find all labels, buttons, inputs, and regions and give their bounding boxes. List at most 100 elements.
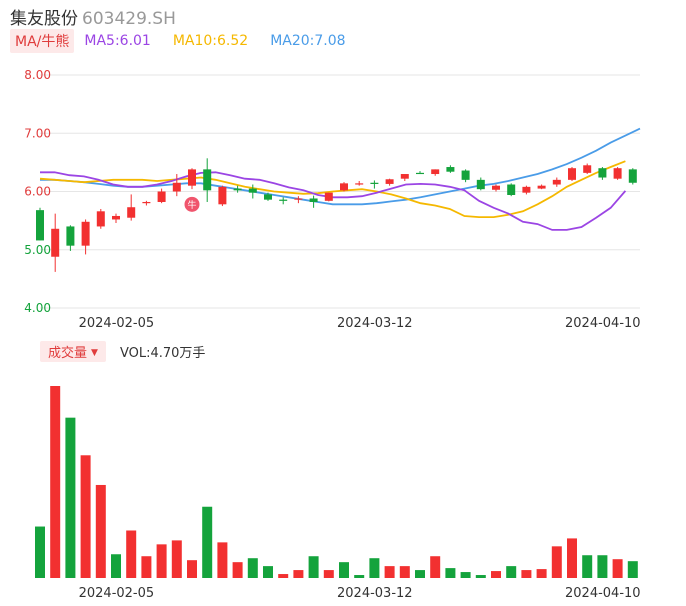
candle-body [188, 169, 196, 186]
volume-bar [232, 562, 243, 578]
x-tick-label: 2024-03-12 [337, 316, 413, 331]
x-tick-label: 2024-02-05 [79, 586, 155, 601]
x-tick-label: 2024-04-10 [565, 316, 641, 331]
candle [355, 181, 364, 186]
volume-bar [263, 566, 273, 578]
volume-bar [65, 417, 76, 578]
volume-bar [308, 556, 319, 578]
candle [476, 177, 485, 191]
x-tick-label: 2024-02-05 [79, 316, 155, 331]
candle-body [552, 179, 561, 185]
candle-body [537, 185, 546, 189]
volume-bar [551, 546, 562, 578]
x-tick-label: 2024-03-12 [337, 586, 413, 601]
volume-bar [111, 554, 121, 578]
candle-body [279, 199, 288, 201]
candle [172, 174, 181, 197]
price-chart[interactable]: 8.00 7.00 6.00 5.00 4.00 2024-02-05 2024-03-1… [0, 0, 686, 335]
candle-body [112, 215, 120, 220]
candle [385, 178, 394, 186]
candle [248, 184, 257, 199]
candle [264, 192, 272, 201]
candle-body [127, 207, 136, 218]
candle-body [96, 211, 105, 227]
candle [51, 213, 60, 272]
candle [340, 182, 348, 192]
candle [203, 158, 212, 202]
candle-body [142, 201, 151, 204]
volume-bar [35, 526, 45, 578]
ma20-line [40, 127, 641, 206]
candle-body [507, 184, 516, 195]
volume-bar [202, 506, 213, 578]
candle [294, 196, 303, 204]
candle [400, 174, 409, 182]
volume-bar [506, 566, 517, 578]
volume-bar [582, 555, 593, 578]
candle-body [598, 168, 607, 178]
bull-icon[interactable]: 牛 [184, 196, 200, 212]
candle-body [264, 194, 272, 200]
candle [370, 180, 379, 189]
stock-code: 603429.SH [82, 9, 176, 29]
volume-bar [521, 570, 532, 578]
candle [309, 195, 318, 208]
volume-value: VOL:4.70万手 [119, 345, 206, 361]
candle-body [355, 183, 364, 185]
candle [188, 168, 196, 190]
candle [507, 183, 516, 197]
volume-bar [323, 570, 334, 578]
candle-body [568, 168, 576, 180]
candle [568, 167, 576, 182]
candle [233, 185, 242, 193]
candle-body [36, 210, 44, 241]
y-tick-label: 8.00 [24, 68, 51, 82]
volume-bar [354, 575, 365, 578]
candle-body [172, 182, 181, 192]
candle [522, 185, 531, 195]
candle-body [294, 198, 303, 200]
candle-body [446, 167, 455, 172]
candle-body [324, 192, 333, 201]
stock-header: 集友股份 603429.SH [10, 4, 176, 29]
candle-body [81, 221, 90, 246]
volume-bar [430, 556, 441, 578]
x-tick-label: 2024-04-10 [565, 586, 641, 601]
ma-selector-button[interactable]: MA/牛熊 [10, 29, 75, 53]
volume-bar [247, 558, 258, 578]
candle-body [203, 169, 212, 191]
volume-bar [460, 572, 471, 578]
volume-bar [399, 566, 410, 578]
volume-bar [384, 566, 395, 578]
candle [157, 188, 166, 204]
y-tick-label: 4.00 [24, 301, 51, 315]
volume-bar [339, 562, 349, 578]
candle [492, 184, 500, 192]
volume-bar [627, 561, 638, 578]
candle [461, 169, 470, 183]
candle-body [628, 169, 637, 183]
candle [218, 185, 227, 207]
candle [628, 168, 637, 185]
volume-bar [612, 559, 623, 578]
candle-body [492, 185, 500, 190]
candle [279, 197, 288, 205]
volume-bar [293, 570, 304, 578]
volume-bar [475, 575, 486, 578]
ma20-legend: MA20:7.08 [270, 33, 346, 49]
candle-body [66, 226, 75, 246]
volume-bar [156, 544, 167, 578]
y-tick-label: 5.00 [24, 243, 51, 257]
volume-bar [567, 538, 577, 578]
candle [583, 163, 592, 175]
ma5-legend: MA5:6.01 [84, 33, 151, 49]
candle [66, 225, 75, 251]
candle [613, 167, 622, 180]
volume-bar [95, 484, 106, 578]
volume-bar [141, 556, 152, 578]
volume-chart[interactable]: 2024-02-05 2024-03-12 2024-04-10 [0, 366, 686, 606]
candle [598, 167, 607, 180]
volume-selector-button[interactable]: 成交量 ▼ [40, 340, 106, 362]
candle-body [613, 168, 622, 179]
candle [127, 194, 136, 221]
